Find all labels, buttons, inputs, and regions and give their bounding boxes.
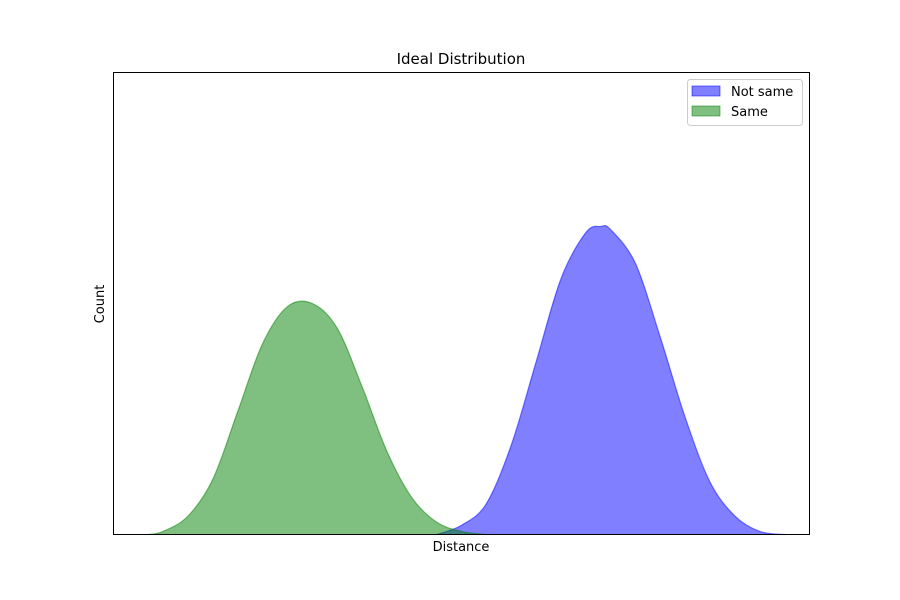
- chart-title: Ideal Distribution: [397, 50, 526, 68]
- series-area-same: [148, 301, 487, 535]
- series-line-not-same: [436, 224, 785, 536]
- plot-frame: [113, 72, 810, 535]
- legend: Not same Same: [687, 79, 803, 126]
- legend-swatch-not-same: [691, 85, 721, 97]
- series-line-same: [148, 300, 487, 536]
- legend-label-same: Same: [731, 105, 768, 120]
- plot-series: [148, 224, 785, 536]
- y-axis-label: Count: [93, 285, 108, 324]
- x-axis-label: Distance: [433, 540, 490, 555]
- series-area-not-same: [436, 225, 785, 535]
- legend-label-not-same: Not same: [731, 85, 793, 100]
- legend-swatch-same: [691, 105, 721, 117]
